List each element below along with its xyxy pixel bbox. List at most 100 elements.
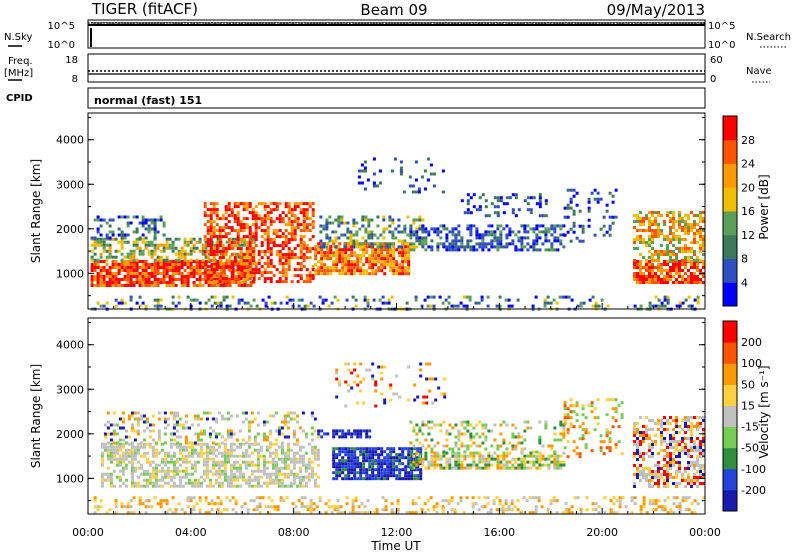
power-cell: [93, 236, 97, 240]
power-cell: [233, 202, 237, 206]
power-cell: [228, 255, 232, 259]
power-cell: [566, 206, 570, 210]
velocity-cell: [226, 451, 230, 455]
velocity-cell: [295, 475, 299, 479]
power-cell: [275, 268, 279, 272]
power-cell: [206, 271, 210, 275]
power-cell: [450, 304, 454, 308]
velocity-cell: [502, 454, 506, 458]
power-cell: [395, 272, 399, 276]
power-cell: [275, 250, 279, 254]
power-cell: [252, 272, 256, 275]
velocity-cell: [154, 466, 158, 470]
power-cell: [502, 245, 506, 249]
velocity-cell: [341, 471, 345, 475]
velocity-cell: [362, 468, 366, 472]
power-cell: [96, 281, 100, 284]
power-cell: [365, 251, 369, 255]
power-cell: [206, 265, 210, 269]
velocity-cell: [529, 426, 533, 430]
power-cell: [355, 230, 359, 234]
power-cell: [99, 272, 103, 275]
velocity-cell: [499, 463, 503, 467]
velocity-cell: [172, 451, 176, 455]
power-cell: [183, 275, 187, 278]
power-cell: [233, 244, 237, 248]
velocity-cell: [559, 463, 563, 467]
velocity-cell: [130, 451, 134, 455]
velocity-cell: [544, 463, 548, 467]
power-cell: [538, 224, 542, 228]
velocity-cell: [347, 447, 351, 451]
velocity-cell: [274, 478, 278, 482]
velocity-cell: [190, 423, 194, 427]
velocity-cell: [371, 471, 375, 475]
velocity-cell: [238, 484, 242, 488]
power-cell: [156, 258, 160, 262]
power-cell: [639, 238, 642, 241]
power-cell: [203, 238, 207, 242]
power-cell: [633, 278, 636, 281]
power-cell: [219, 275, 223, 278]
velocity-cell: [115, 445, 119, 449]
velocity-cell: [256, 469, 260, 473]
velocity-cell: [496, 466, 500, 470]
velocity-cell: [292, 463, 296, 467]
power-cell: [478, 196, 482, 200]
velocity-cell: [256, 484, 260, 488]
power-cell: [254, 223, 258, 227]
velocity-cell: [335, 474, 339, 478]
power-cell: [272, 241, 276, 245]
power-cell: [227, 214, 231, 218]
power-cell: [99, 275, 103, 278]
velocity-cell: [304, 451, 308, 455]
power-cell: [311, 226, 315, 230]
velocity-cell: [208, 457, 212, 461]
velocity-cell: [280, 457, 284, 461]
velocity-cell: [223, 469, 227, 473]
velocity-cell: [413, 474, 417, 478]
power-cell: [221, 265, 225, 269]
power-cell: [281, 280, 285, 284]
velocity-cell: [556, 454, 560, 458]
velocity-cell: [280, 466, 284, 470]
power-cell: [323, 254, 327, 258]
velocity-cell: [196, 460, 200, 464]
velocity-cell: [184, 441, 188, 445]
power-cell: [699, 229, 702, 232]
power-cell: [230, 226, 234, 230]
power-cell: [114, 284, 118, 287]
power-cell: [371, 272, 375, 276]
velocity-cell: [350, 453, 354, 457]
power-cell: [337, 245, 341, 249]
power-cell: [114, 263, 118, 266]
power-cell: [203, 211, 207, 215]
velocity-cell: [151, 448, 155, 452]
power-cell: [409, 242, 413, 246]
velocity-cell: [562, 435, 566, 439]
power-cell: [393, 157, 397, 161]
power-cell: [445, 236, 449, 240]
velocity-cell: [112, 429, 116, 433]
velocity-cell: [436, 451, 440, 455]
power-cell: [293, 202, 297, 206]
velocity-cell: [575, 401, 579, 405]
velocity-cell: [415, 423, 419, 427]
power-cell: [141, 218, 145, 222]
velocity-cell: [169, 457, 173, 461]
power-cell: [263, 268, 267, 272]
velocity-cell: [353, 462, 357, 466]
velocity-cell: [645, 452, 648, 455]
power-cell: [429, 172, 433, 176]
power-cell: [272, 232, 276, 236]
power-cell: [684, 232, 687, 235]
power-cell: [111, 260, 115, 263]
velocity-cell: [295, 438, 299, 442]
power-cell: [326, 269, 330, 273]
power-cell: [654, 281, 657, 284]
power-cell: [254, 265, 258, 269]
power-cell: [520, 224, 524, 228]
velocity-cell: [365, 471, 369, 475]
velocity-cell: [313, 429, 317, 433]
velocity-cell: [371, 450, 375, 454]
